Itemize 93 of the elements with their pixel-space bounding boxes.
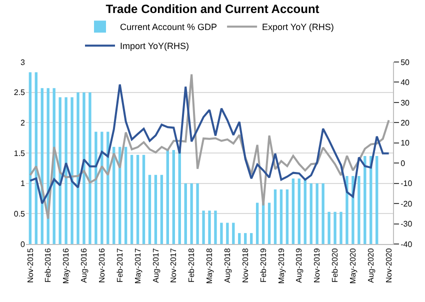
x-tick-label: Feb-2016	[44, 248, 53, 282]
y-tick-label: 2	[20, 118, 26, 128]
x-tick-label: May-2016	[62, 248, 71, 284]
y-tick-label: 0	[20, 240, 26, 249]
bar	[256, 202, 259, 244]
bar	[280, 189, 283, 244]
bar	[208, 210, 211, 244]
y-tick-label: 2.5	[14, 88, 26, 98]
chart-title: Trade Condition and Current Account	[106, 2, 320, 16]
y2-tick-label: -20	[400, 199, 413, 208]
bar	[76, 92, 80, 244]
y2-tick-label: -10	[400, 179, 413, 188]
y-tick-label: 0.5	[14, 209, 26, 218]
bar	[202, 210, 205, 244]
x-tick-label: Feb-2018	[187, 248, 196, 282]
bar	[298, 178, 300, 244]
bar	[130, 154, 134, 244]
bar	[178, 150, 181, 244]
bar	[100, 132, 104, 244]
bar	[316, 183, 318, 244]
x-tick-label: Feb-2017	[115, 248, 124, 282]
x-tick-label: May-2019	[276, 248, 286, 284]
y-tick-label: 1.5	[14, 148, 26, 158]
bar	[292, 178, 295, 244]
bar	[232, 222, 235, 244]
x-tick-label: May-2018	[205, 248, 214, 284]
y2-tick-label: 50	[400, 58, 410, 67]
bar	[364, 156, 366, 244]
bar	[94, 132, 98, 244]
x-tick-label: Nov-2018	[240, 248, 250, 283]
x-tick-label: Nov-2020	[384, 248, 394, 283]
bar	[358, 176, 360, 244]
bar	[286, 189, 289, 244]
x-tick-label: Aug-2019	[294, 248, 304, 283]
legend-label: Export YoY (RHS)	[262, 22, 334, 32]
bar	[226, 222, 229, 244]
y2-tick-label: 20	[400, 118, 410, 128]
legend-label: Import YoY(RHS)	[120, 41, 190, 52]
y2-tick-label: 40	[400, 78, 410, 88]
bar	[136, 154, 140, 244]
bar	[166, 150, 169, 244]
bar	[124, 146, 128, 244]
bar	[274, 189, 277, 244]
bar	[322, 183, 324, 244]
y-tick-label: 3	[20, 58, 26, 67]
bar	[268, 202, 271, 244]
bar	[70, 97, 74, 244]
bar	[160, 174, 164, 244]
x-tick-label: Aug-2018	[223, 248, 232, 283]
x-tick-label: Aug-2017	[151, 248, 160, 283]
x-tick-label: Feb-2019	[258, 248, 268, 282]
y2-tick-label: 0	[400, 158, 406, 168]
line-series	[29, 83, 390, 204]
bar	[28, 72, 32, 244]
bar	[58, 97, 62, 244]
bar	[154, 174, 158, 244]
y2-tick-label: -30	[400, 220, 413, 229]
bar	[196, 183, 199, 244]
bar	[220, 222, 223, 244]
bar	[88, 92, 92, 244]
bar	[304, 178, 306, 244]
bar	[376, 156, 378, 244]
bar	[142, 154, 146, 244]
bar	[190, 183, 193, 244]
y-tick-label: 1	[20, 179, 26, 188]
x-tick-label: Aug-2016	[80, 248, 89, 283]
x-tick-label: Nov-2015	[26, 248, 35, 283]
y2-tick-label: 30	[400, 98, 410, 108]
x-tick-label: Nov-2019	[312, 248, 322, 283]
bar	[172, 150, 175, 244]
bar	[244, 233, 247, 244]
bar	[310, 183, 312, 244]
y2-tick-label: 10	[400, 138, 410, 148]
bar	[184, 183, 187, 244]
bar	[250, 233, 253, 244]
x-tick-label: Nov-2017	[169, 248, 178, 283]
legend-label: Current Account % GDP	[120, 22, 218, 32]
x-tick-label: May-2017	[133, 248, 142, 284]
bar	[148, 174, 152, 244]
x-tick-label: Aug-2020	[366, 248, 376, 283]
bar	[346, 176, 348, 244]
x-tick-label: May-2020	[348, 248, 358, 284]
line-series	[29, 73, 390, 220]
bar	[328, 212, 330, 244]
bar	[214, 210, 217, 244]
bar	[340, 212, 342, 244]
y2-tick-label: -40	[400, 240, 413, 249]
bar	[238, 233, 241, 244]
x-tick-label: Feb-2020	[330, 248, 340, 282]
bar	[82, 92, 86, 244]
bar	[334, 212, 336, 244]
bar	[64, 97, 68, 244]
x-tick-label: Nov-2016	[98, 248, 107, 283]
